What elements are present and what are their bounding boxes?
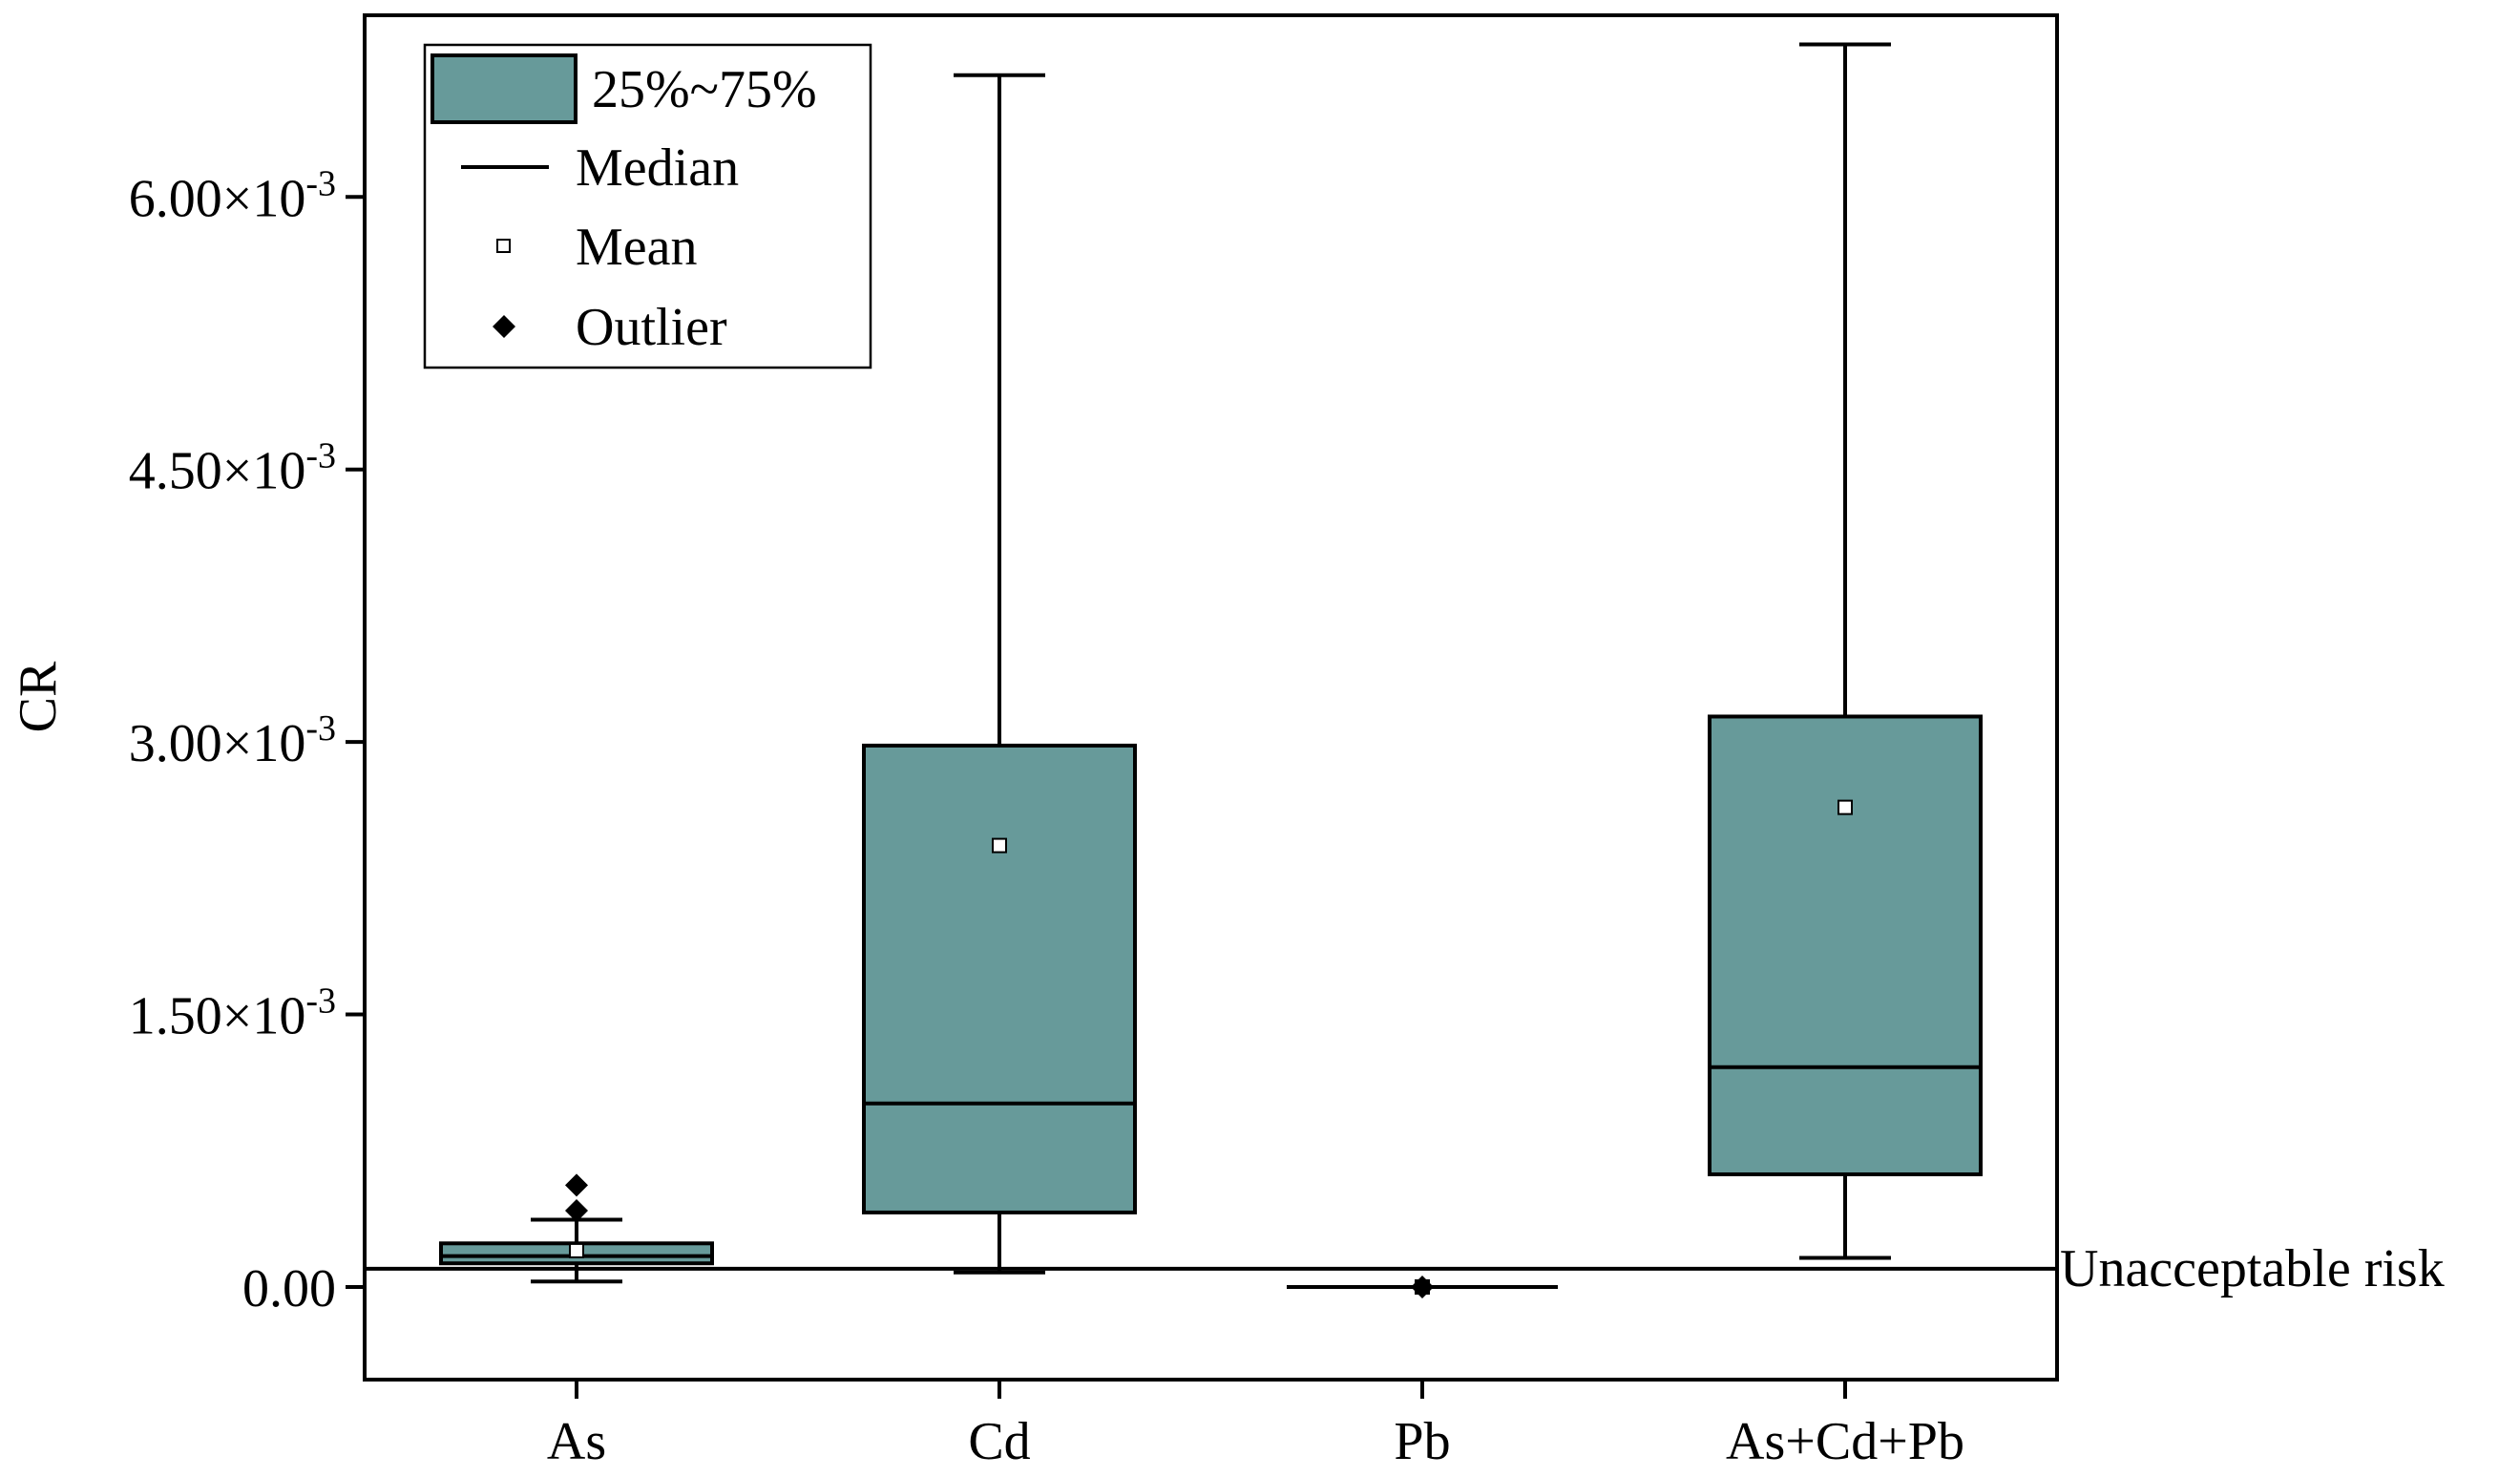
legend-label-box: 25%~75% [592,60,817,119]
x-tick-label-0: As [547,1412,606,1471]
legend-label-outlier: Outlier [576,298,727,357]
y-tick-mantissa-1: 1.50×10 [129,987,306,1046]
box-mean-3 [1838,799,1853,815]
box-iqr-1 [862,743,1137,1214]
reference-line-group: Unacceptable risk [365,1239,2445,1298]
y-tick-mantissa-2: 3.00×10 [129,714,306,773]
y-tick-mantissa-3: 4.50×10 [129,442,306,501]
box-0 [439,1173,714,1284]
plot-frame [363,13,2059,1382]
box-1 [862,73,1137,1275]
y-tick-label-1: 1.50×10-3 [129,981,336,1046]
box-mean-1 [992,837,1007,854]
legend-mean-swatch [496,239,511,253]
y-tick-label-4: 6.00×10-3 [129,163,336,228]
x-axis: As Cd Pb As+Cd+Pb [547,1380,1964,1471]
y-tick-exponent-2: -3 [305,708,336,749]
x-tick-label-3: As+Cd+Pb [1726,1412,1964,1471]
box-series [439,42,1983,1298]
y-tick-label-0: 0.00 [242,1259,336,1319]
box-mean-0 [569,1242,584,1258]
legend-label-mean: Mean [576,218,698,277]
legend: 25%~75% Median Mean Outlier [423,43,872,369]
box-outlier-2-0 [1411,1275,1434,1298]
legend-box-swatch [430,53,578,124]
y-axis-title: CR [9,661,68,732]
legend-label-median: Median [576,138,739,198]
y-tick-exponent-1: -3 [305,981,336,1022]
legend-outlier-swatch [493,315,515,338]
x-tick-label-2: Pb [1394,1412,1450,1471]
y-tick-exponent-3: -3 [305,436,336,476]
box-iqr-3 [1708,714,1983,1176]
box-3 [1708,42,1983,1260]
box-outlier-0-1 [565,1173,588,1197]
y-tick-mantissa-4: 6.00×10 [129,169,306,228]
x-tick-label-1: Cd [968,1412,1030,1471]
y-tick-label-3: 4.50×10-3 [129,436,336,501]
box-outlier-0-0 [565,1199,588,1223]
y-tick-label-2: 3.00×10-3 [129,708,336,773]
reference-line-label: Unacceptable risk [2060,1239,2445,1298]
y-axis: 0.001.50×10-33.00×10-34.50×10-36.00×10-3 [129,163,365,1319]
box-2 [1287,1275,1558,1298]
y-tick-exponent-4: -3 [305,163,336,203]
y-tick-mantissa-0: 0.00 [242,1259,336,1319]
